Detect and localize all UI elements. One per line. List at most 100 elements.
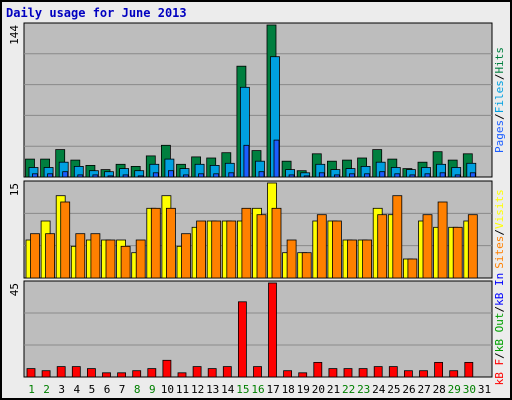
kb-f-bar bbox=[253, 366, 262, 378]
sites-bar bbox=[120, 245, 131, 279]
kb-f-bar bbox=[449, 370, 459, 378]
pages-bar bbox=[288, 174, 295, 178]
sites-bar bbox=[90, 233, 101, 279]
day-label: 19 bbox=[297, 383, 310, 396]
day-label: 10 bbox=[161, 383, 174, 396]
kb-f-bar bbox=[434, 361, 444, 378]
pages-bar bbox=[183, 174, 189, 178]
day-label: 6 bbox=[104, 383, 111, 396]
day-label: 30 bbox=[463, 383, 476, 396]
pages-bar bbox=[258, 171, 265, 178]
kb-f-bar bbox=[117, 372, 126, 378]
kb-f-bar bbox=[328, 368, 338, 378]
pages-bar bbox=[243, 144, 250, 178]
day-label: 8 bbox=[134, 383, 141, 396]
sites-bar bbox=[407, 258, 418, 279]
y-max-tick-label: 144 bbox=[8, 25, 21, 45]
day-label: 23 bbox=[357, 383, 370, 396]
pages-bar bbox=[167, 170, 174, 178]
day-label: 27 bbox=[417, 383, 430, 396]
sites-bar bbox=[256, 214, 267, 279]
sites-bar bbox=[135, 239, 146, 279]
sites-bar bbox=[347, 239, 357, 279]
sites-bar bbox=[422, 214, 433, 279]
sites-bar bbox=[392, 195, 403, 279]
kb-f-bar bbox=[373, 366, 383, 378]
kb-f-bar bbox=[298, 372, 308, 378]
kb-f-bar bbox=[162, 359, 172, 378]
kb-f-bar bbox=[403, 370, 413, 378]
day-label: 4 bbox=[73, 383, 80, 396]
sites-bar bbox=[105, 239, 116, 279]
day-label: 25 bbox=[387, 383, 400, 396]
sites-bar bbox=[30, 233, 40, 279]
pages-bar bbox=[409, 174, 416, 178]
pages-bar bbox=[394, 173, 401, 178]
pages-bar bbox=[469, 172, 476, 178]
day-label: 5 bbox=[89, 383, 96, 396]
day-label: 24 bbox=[372, 383, 386, 396]
pages-bar bbox=[47, 173, 53, 178]
pages-bar bbox=[107, 175, 114, 178]
day-label: 13 bbox=[206, 383, 219, 396]
day-label: 12 bbox=[191, 383, 204, 396]
day-label: 22 bbox=[342, 383, 355, 396]
sites-bar bbox=[60, 201, 71, 279]
kb-f-bar bbox=[56, 366, 66, 378]
day-label: 18 bbox=[282, 383, 295, 396]
pages-bar bbox=[333, 174, 340, 178]
pages-bar bbox=[318, 172, 325, 178]
kb-f-bar bbox=[71, 366, 81, 378]
pages-bar bbox=[454, 174, 461, 178]
y-max-tick-label: 45 bbox=[8, 283, 21, 296]
kb-f-bar bbox=[388, 366, 398, 378]
sites-bar bbox=[452, 226, 463, 279]
kb-f-bar bbox=[237, 301, 247, 378]
day-label: 31 bbox=[478, 383, 491, 396]
pages-bar bbox=[364, 173, 371, 178]
kb-f-bar bbox=[222, 366, 232, 378]
day-label: 14 bbox=[221, 383, 235, 396]
day-label: 28 bbox=[433, 383, 446, 396]
sites-bar bbox=[45, 233, 55, 279]
sites-bar bbox=[377, 214, 388, 279]
pages-bar bbox=[349, 173, 355, 178]
day-label: 16 bbox=[251, 383, 264, 396]
kb-f-bar bbox=[192, 366, 202, 378]
kb-f-bar bbox=[147, 368, 157, 378]
day-label: 7 bbox=[119, 383, 126, 396]
kb-f-bar bbox=[358, 368, 368, 378]
kb-f-bar bbox=[283, 370, 293, 378]
sites-bar bbox=[316, 214, 327, 279]
day-label: 29 bbox=[448, 383, 461, 396]
pages-bar bbox=[198, 173, 205, 178]
pages-bar bbox=[379, 171, 386, 178]
chart-title: Daily usage for June 2013 bbox=[6, 6, 187, 20]
kb-f-bar bbox=[87, 368, 96, 378]
sites-bar bbox=[437, 201, 448, 279]
sites-bar bbox=[226, 220, 237, 279]
sites-bar bbox=[301, 252, 312, 279]
day-label: 21 bbox=[327, 383, 340, 396]
sites-bar bbox=[165, 207, 176, 279]
kb-f-bar bbox=[268, 282, 277, 378]
day-label: 15 bbox=[236, 383, 249, 396]
kb-f-bar bbox=[313, 361, 323, 378]
pages-bar bbox=[213, 173, 220, 178]
day-label: 3 bbox=[58, 383, 65, 396]
kb-f-bar bbox=[26, 368, 36, 378]
day-label: 1 bbox=[28, 383, 35, 396]
pages-bar bbox=[424, 173, 431, 178]
panel-visits-sites: 15 bbox=[8, 180, 493, 279]
sites-bar bbox=[196, 220, 207, 279]
series-legend-top: Pages/Files/Hits bbox=[493, 47, 506, 153]
day-label: 20 bbox=[312, 383, 325, 396]
pages-bar bbox=[92, 174, 99, 178]
pages-bar bbox=[62, 171, 69, 178]
sites-bar bbox=[286, 239, 297, 279]
pages-bar bbox=[303, 175, 310, 178]
pages-bar bbox=[228, 172, 235, 178]
day-label: 26 bbox=[402, 383, 415, 396]
day-label: 11 bbox=[176, 383, 189, 396]
